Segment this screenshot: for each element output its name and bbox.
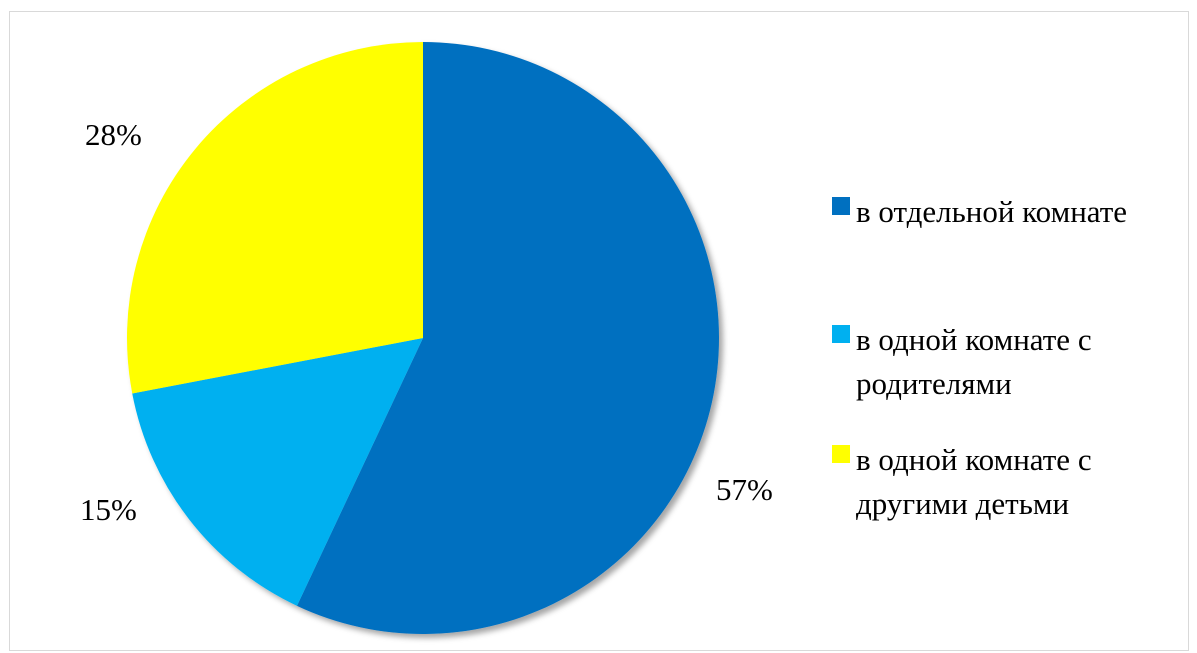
legend-label-separate-room: в отдельной комнате — [856, 194, 1128, 229]
pie-slice-with-other-children — [126, 42, 423, 394]
legend-label-with-parents: в одной комнате с родителями — [856, 322, 1092, 401]
legend-item-with-other-children: в одной комнате с другими детьми — [832, 438, 1186, 526]
legend-swatch-with-other-children — [832, 445, 850, 463]
legend-item-separate-room: в отдельной комнате — [832, 190, 1186, 234]
legend-swatch-separate-room — [832, 197, 850, 215]
data-label-separate-room: 57% — [716, 472, 773, 507]
pie-slice-with-parents — [132, 338, 423, 606]
legend-item-with-parents: в одной комнате с родителями — [832, 318, 1186, 406]
legend-swatch-with-parents — [832, 325, 850, 343]
pie-slice-separate-room — [296, 42, 719, 634]
legend-label-with-other-children: в одной комнате с другими детьми — [856, 442, 1092, 521]
data-label-with-other-children: 28% — [85, 117, 142, 152]
data-label-with-parents: 15% — [80, 492, 137, 527]
